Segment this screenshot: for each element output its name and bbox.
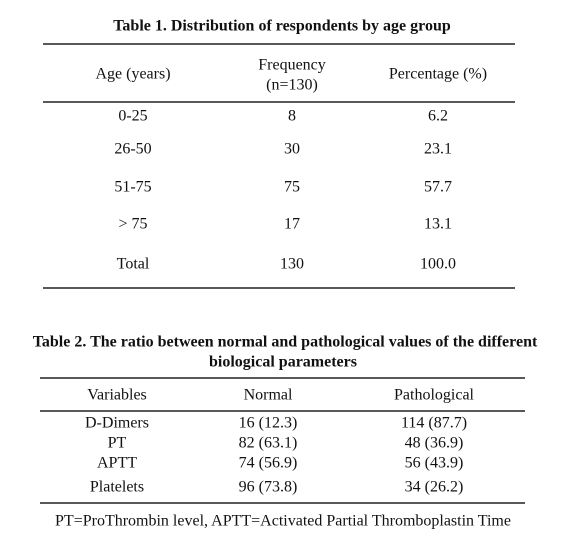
- table-cell: 51-75: [114, 179, 151, 196]
- table-cell: 48 (36.9): [405, 435, 464, 452]
- header-cell: Frequency: [258, 57, 326, 74]
- header-cell: Age (years): [95, 66, 170, 83]
- table-title: biological parameters: [209, 354, 357, 371]
- table-cell: 16 (12.3): [239, 415, 298, 432]
- header-cell: (n=130): [266, 77, 318, 94]
- header-cell: Variables: [87, 387, 147, 404]
- table-cell: PT: [108, 435, 127, 452]
- table-cell: 74 (56.9): [239, 455, 298, 472]
- table-title: Table 1. Distribution of respondents by …: [113, 18, 451, 35]
- table-cell: 114 (87.7): [401, 415, 467, 432]
- table-cell: 17: [284, 216, 300, 233]
- table-cell: 34 (26.2): [405, 479, 464, 496]
- table-cell: 82 (63.1): [239, 435, 298, 452]
- table-cell: Total: [117, 256, 150, 273]
- table-cell: Platelets: [90, 479, 144, 496]
- table-cell: D-Dimers: [85, 415, 149, 432]
- table-cell: 13.1: [424, 216, 452, 233]
- table-cell: 30: [284, 141, 300, 158]
- table-cell: 6.2: [428, 108, 448, 125]
- table-cell: 57.7: [424, 179, 452, 196]
- table-cell: 23.1: [424, 141, 452, 158]
- table-cell: APTT: [97, 455, 137, 472]
- table-cell: 75: [284, 179, 300, 196]
- table-cell: > 75: [118, 216, 147, 233]
- table-cell: 56 (43.9): [405, 455, 464, 472]
- table-cell: 26-50: [114, 141, 151, 158]
- table-cell: 100.0: [420, 256, 456, 273]
- table-cell: 0-25: [118, 108, 147, 125]
- table-cell: 8: [288, 108, 296, 125]
- header-cell: Pathological: [394, 387, 475, 404]
- header-cell: Normal: [244, 387, 293, 404]
- footnote: PT=ProThrombin level, APTT=Activated Par…: [55, 513, 511, 530]
- table-cell: 96 (73.8): [239, 479, 298, 496]
- header-cell: Percentage (%): [389, 66, 487, 83]
- table-title: Table 2. The ratio between normal and pa…: [33, 334, 538, 351]
- table-cell: 130: [280, 256, 304, 273]
